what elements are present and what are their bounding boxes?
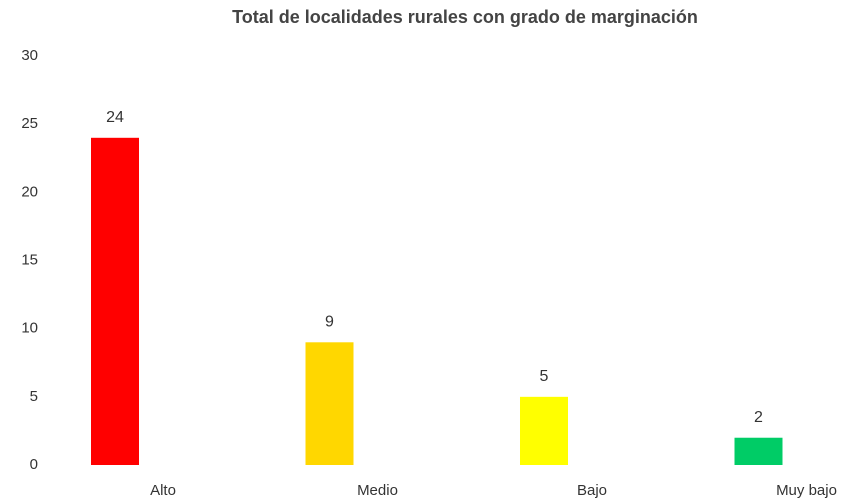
value-label: 5 [540,368,549,385]
value-label: 24 [106,109,124,126]
y-tick-label: 25 [21,115,38,132]
y-tick-label: 0 [30,456,38,473]
y-tick-label: 30 [21,47,38,64]
y-tick-label: 15 [21,251,38,268]
x-tick-label: Bajo [577,482,607,499]
y-tick-label: 10 [21,320,38,337]
x-tick-label: Muy bajo [776,482,837,499]
bar [91,137,139,466]
value-label: 9 [325,314,334,331]
chart-title: Total de localidades rurales con grado d… [232,7,698,27]
x-tick-label: Alto [150,482,176,499]
x-tick-label: Medio [357,482,398,499]
value-label: 2 [754,409,763,426]
y-tick-label: 20 [21,183,38,200]
y-tick-label: 5 [30,388,38,405]
bar [520,396,568,465]
bar [305,342,354,465]
bar [734,437,783,465]
